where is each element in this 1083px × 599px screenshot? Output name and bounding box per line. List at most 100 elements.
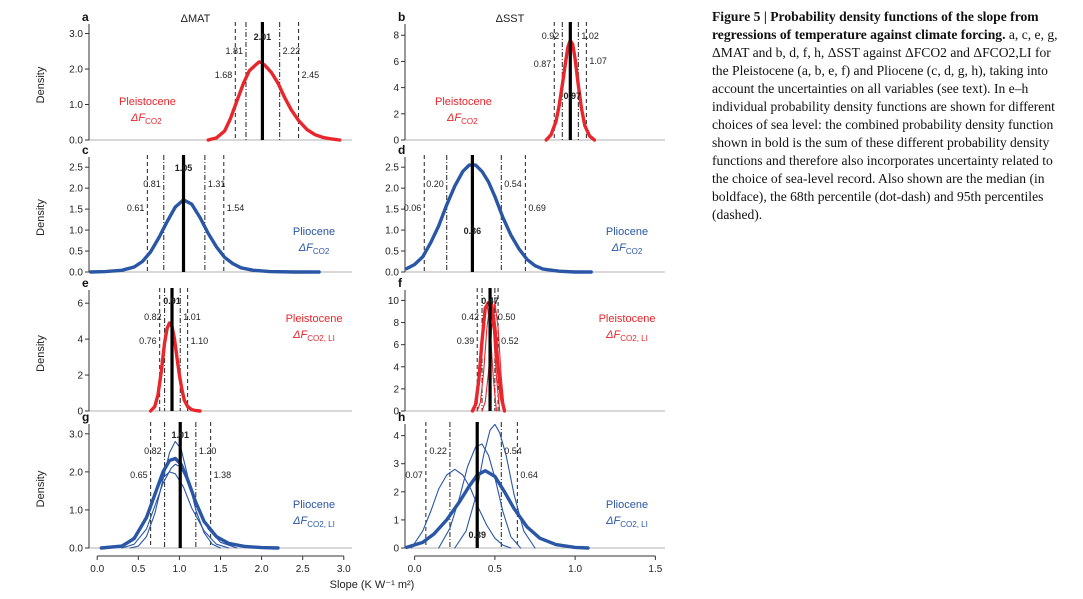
panel-c-era-label: Pliocene <box>293 226 335 238</box>
panel-f-forcing-subscript: CO2, LI <box>620 334 648 343</box>
panel-g-ytick-label: 3.0 <box>69 429 83 440</box>
panel-e-ytick-label: 6 <box>77 299 83 310</box>
panel-f-forcing-label: ΔFCO2, LI <box>605 329 648 343</box>
panel-d-era-label: Pliocene <box>606 226 648 238</box>
panel-g-ytick-label: 2.0 <box>69 467 83 478</box>
panel-e-percentile-label: 1.10 <box>191 336 209 346</box>
panel-g-letter: g <box>82 410 89 424</box>
panel-g-percentile-label: 1.20 <box>199 446 217 456</box>
xtick-label: 1.5 <box>648 564 662 575</box>
panel-d-percentile-label: 0.54 <box>504 179 522 189</box>
panel-d-ytick-label: 1.0 <box>385 226 399 237</box>
figure-caption: Figure 5 | Probability density functions… <box>712 8 1067 224</box>
panel-d-percentile-label: 0.69 <box>528 203 546 213</box>
panel-f-percentile-label: 0.42 <box>462 312 480 322</box>
xtick-label: 1.0 <box>568 564 582 575</box>
panel-d-percentile-label: 0.36 <box>464 226 482 236</box>
panel-b-ytick-label: 0 <box>393 136 399 147</box>
panel-g-percentile-label: 1.38 <box>214 470 232 480</box>
xtick-label: 2.5 <box>296 564 310 575</box>
panel-b-percentile-label: 1.02 <box>581 31 599 41</box>
panel-b-ytick-label: 4 <box>393 83 399 94</box>
xtick-label: 3.0 <box>337 564 351 575</box>
panel-f-ytick-label: 6 <box>393 340 399 351</box>
panel-b-percentile-label: 0.97 <box>564 91 582 101</box>
panel-d-ytick-label: 0.5 <box>385 247 399 258</box>
panel-h-combined-pdf <box>404 469 590 550</box>
panel-c-percentile-label: 0.61 <box>127 203 145 213</box>
panel-b-forcing-label: ΔFCO2 <box>446 112 478 126</box>
panel-a-ytick-label: 3.0 <box>69 29 83 40</box>
panel-c-percentile-label: 1.31 <box>208 179 226 189</box>
panel-g-forcing-label: ΔFCO2, LI <box>292 515 335 529</box>
panel-g-forcing-subscript: CO2, LI <box>307 520 335 529</box>
xtick-label: 0.5 <box>488 564 502 575</box>
column-title: ΔMAT <box>181 13 211 25</box>
panel-f-ytick-label: 10 <box>388 296 400 307</box>
panel-c-ytick-label: 0.5 <box>69 247 83 258</box>
panel-b-percentile-label: 0.87 <box>534 59 552 69</box>
panel-g-forcing-symbol: ΔF <box>292 515 308 527</box>
xtick-label: 1.0 <box>172 564 186 575</box>
panel-g-percentile-label: 0.82 <box>144 446 162 456</box>
panel-e-ytick-label: 0 <box>77 407 83 418</box>
panel-b-ytick-label: 6 <box>393 57 399 68</box>
panel-g-pdf-series-3 <box>113 471 230 549</box>
panel-f-era-label: Pleistocene <box>599 313 656 325</box>
panel-c-ytick-label: 2.5 <box>69 163 83 174</box>
caption-title: Figure 5 | Probability density functions… <box>712 9 1039 42</box>
panel-g-ytick-label: 1.0 <box>69 505 83 516</box>
panel-g-ytick-label: 0.0 <box>69 544 83 555</box>
panel-c-percentile-label: 1.05 <box>175 163 193 173</box>
panel-b-forcing-subscript: CO2 <box>461 117 478 126</box>
panel-a-ytick-label: 0.0 <box>69 136 83 147</box>
panel-f-ytick-label: 8 <box>393 318 399 329</box>
panel-h-percentile-label: 0.64 <box>520 470 538 480</box>
panel-c-forcing-label: ΔFCO2 <box>298 242 330 256</box>
panel-c-forcing-subscript: CO2 <box>313 247 330 256</box>
panel-a-forcing-label: ΔFCO2 <box>130 112 162 126</box>
panel-b-era-label: Pleistocene <box>435 96 492 108</box>
panel-g-pdf-series-1 <box>129 440 222 549</box>
panel-f-percentile-label: 0.52 <box>501 336 519 346</box>
y-axis-label: Density <box>35 66 47 103</box>
panel-c-ytick-label: 2.0 <box>69 184 83 195</box>
panel-f-ytick-label: 4 <box>393 362 399 373</box>
panel-d-ytick-label: 2.0 <box>385 184 399 195</box>
panel-d-ytick-label: 0.0 <box>385 268 399 279</box>
panel-a-ytick-label: 1.0 <box>69 100 83 111</box>
xtick-label: 0.5 <box>131 564 145 575</box>
panel-c-ytick-label: 0.0 <box>69 268 83 279</box>
panel-c-letter: c <box>82 143 89 157</box>
panel-h-ytick-label: 0 <box>393 544 399 555</box>
panel-e-percentile-label: 0.91 <box>163 296 181 306</box>
panel-e-percentile-label: 0.76 <box>139 336 157 346</box>
panel-h-era-label: Pliocene <box>606 499 648 511</box>
panel-e-ytick-label: 2 <box>77 371 83 382</box>
panel-b-letter: b <box>398 10 405 24</box>
figure-panels: 0.01.02.03.0a1.681.812.012.222.45Pleisto… <box>35 10 665 591</box>
panel-h-percentile-label: 0.07 <box>405 470 423 480</box>
xtick-label: 0.0 <box>408 564 422 575</box>
x-axis-label: Slope (K W⁻¹ m²) <box>330 579 415 591</box>
panel-f-percentile-label: 0.47 <box>481 296 499 306</box>
panel-f-percentile-label: 0.39 <box>457 336 475 346</box>
panel-c-percentile-label: 1.54 <box>227 203 245 213</box>
panel-e-forcing-symbol: ΔF <box>292 329 308 341</box>
panel-g-era-label: Pliocene <box>293 499 335 511</box>
panel-h-percentile-label: 0.22 <box>429 446 447 456</box>
panel-h-ytick-label: 2 <box>393 487 399 498</box>
panel-e-forcing-subscript: CO2, LI <box>307 334 335 343</box>
panel-d-ytick-label: 1.5 <box>385 205 399 216</box>
y-axis-label: Density <box>35 335 47 372</box>
panel-a-era-label: Pleistocene <box>119 96 176 108</box>
panel-e-letter: e <box>82 276 89 290</box>
panel-b-ytick-label: 8 <box>393 31 399 42</box>
panel-d-forcing-subscript: CO2 <box>626 247 643 256</box>
panel-h-letter: h <box>398 410 405 424</box>
xtick-label: 2.0 <box>255 564 269 575</box>
panel-h-ytick-label: 1 <box>393 515 399 526</box>
panel-f-letter: f <box>398 276 403 290</box>
xtick-label: 1.5 <box>214 564 228 575</box>
panel-e-combined-pdf <box>148 321 202 413</box>
